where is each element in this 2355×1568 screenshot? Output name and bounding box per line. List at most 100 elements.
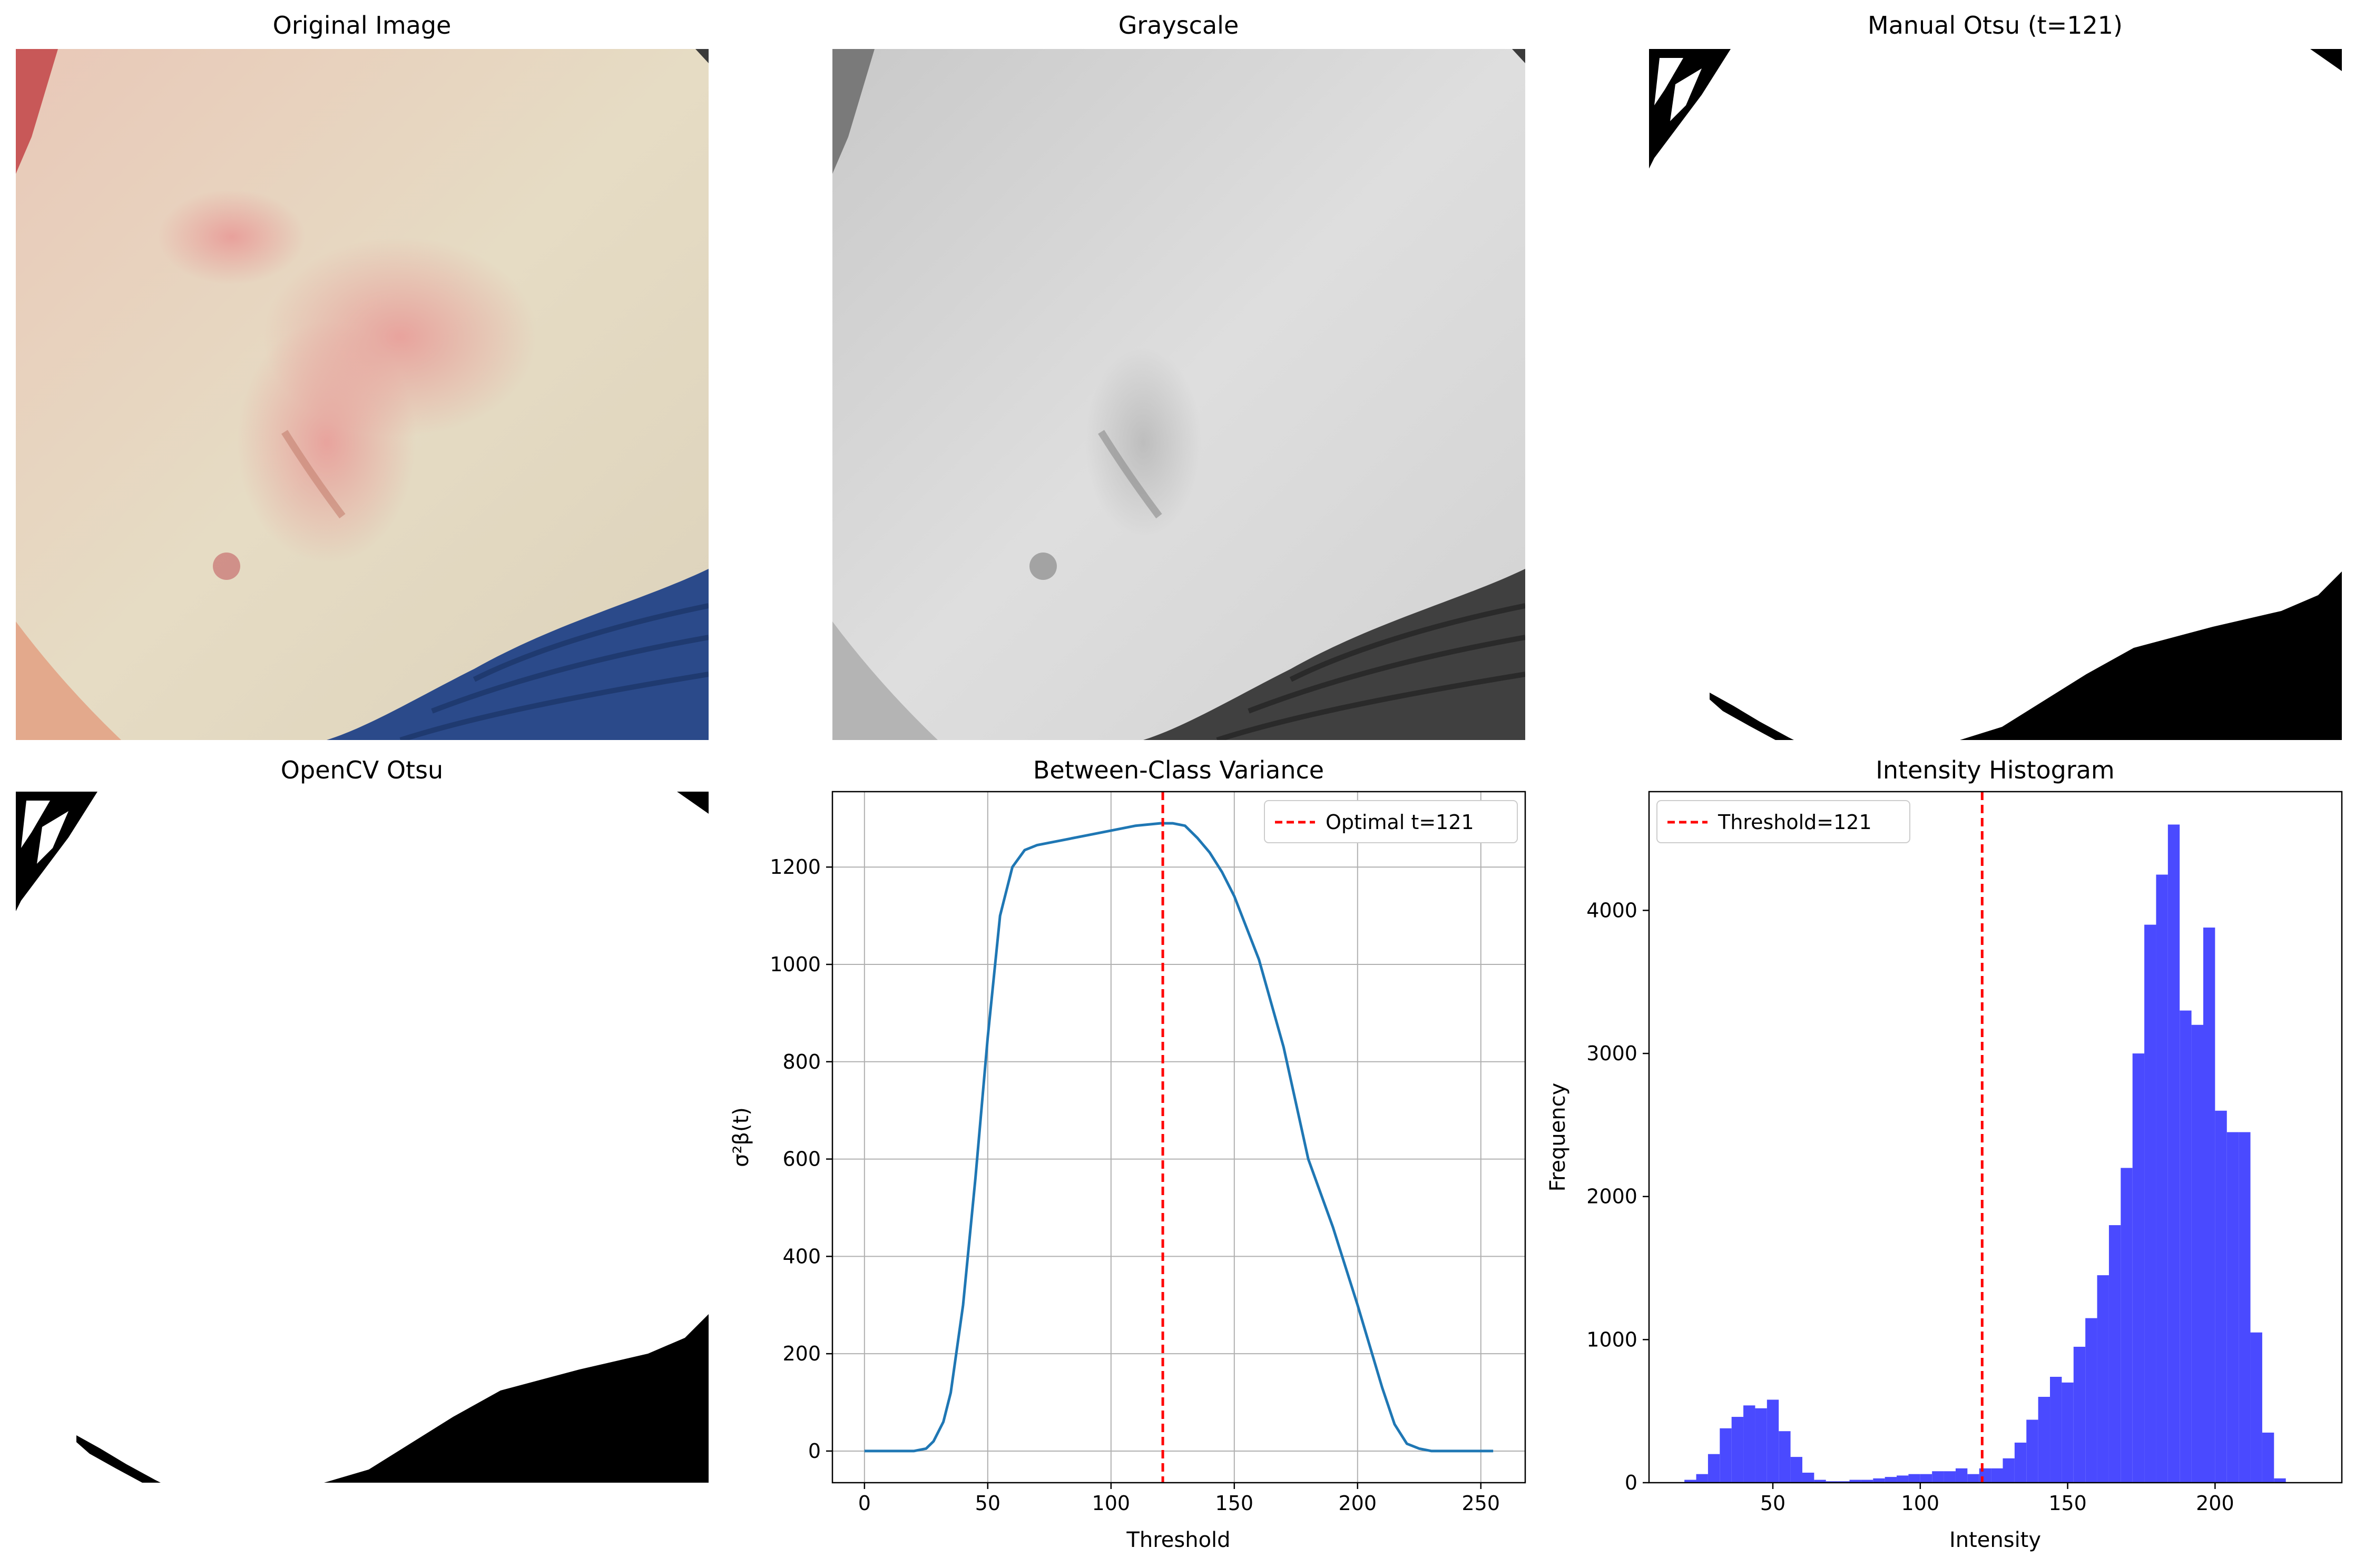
histogram-bar [2062, 1382, 2074, 1483]
manual-otsu-mask [1649, 49, 2342, 740]
variance-axes-frame [831, 791, 1526, 1484]
variance-y-tick-label: 800 [782, 1050, 821, 1073]
histogram-bar [1755, 1408, 1767, 1483]
variance-legend: Optimal t=121 [1264, 800, 1518, 843]
variance-x-tick-label: 100 [1092, 1492, 1131, 1515]
histogram-bar [2156, 874, 2168, 1483]
histogram-y-tick-label: 0 [1625, 1471, 1637, 1494]
histogram-bar [2274, 1478, 2286, 1483]
histogram-bar [2262, 1432, 2274, 1483]
histogram-bar [2097, 1275, 2109, 1483]
histogram-bar [1885, 1477, 1897, 1483]
histogram-bar [2132, 1053, 2145, 1483]
histogram-bar [2203, 928, 2215, 1483]
histogram-bar [2050, 1376, 2062, 1483]
histogram-bar [1814, 1480, 1826, 1483]
histogram-bar [1908, 1474, 1920, 1483]
histogram-x-tick-label: 200 [2196, 1492, 2234, 1515]
variance-y-axis-label: σ²β(t) [729, 1107, 753, 1167]
histogram-x-axis-label: Intensity [1949, 1528, 2041, 1552]
histogram-bar [2026, 1419, 2038, 1483]
histogram-bar [2003, 1458, 2015, 1483]
histogram-bar [1861, 1480, 1873, 1483]
histogram-bar [2191, 1024, 2203, 1483]
histogram-bar [2073, 1346, 2086, 1483]
histogram-bar [2144, 924, 2156, 1483]
histogram-bar [1802, 1472, 1814, 1483]
variance-y-tick-label: 1200 [770, 855, 821, 879]
histogram-bar [1708, 1454, 1720, 1483]
grayscale-title: Grayscale [1118, 11, 1239, 40]
histogram-x-tick-label: 100 [1901, 1492, 1940, 1515]
histogram-bar [2085, 1318, 2097, 1483]
opencv-otsu-mask [16, 792, 709, 1483]
histogram-bar [2250, 1332, 2262, 1483]
variance-y-tick-label: 200 [782, 1342, 821, 1365]
histogram-bar [2180, 1010, 2192, 1483]
histogram-bar [1731, 1417, 1744, 1483]
histogram-y-tick-label: 4000 [1586, 899, 1637, 922]
histogram-x-tick-label: 50 [1760, 1492, 1785, 1515]
histogram-bar [1955, 1468, 1968, 1483]
histogram-bar [2215, 1110, 2227, 1483]
histogram-bar [1897, 1475, 1909, 1483]
variance-series-line [864, 822, 1494, 1453]
histogram-bar [1790, 1457, 1802, 1483]
histogram-bar [1720, 1428, 1732, 1483]
histogram-bar [2038, 1397, 2050, 1483]
variance-plot-area [864, 792, 1494, 1483]
grayscale-image [832, 49, 1525, 740]
histogram-bar [2108, 1225, 2121, 1483]
histogram-bar [1838, 1481, 1850, 1483]
manual-otsu-panel: Manual Otsu (t=121) [1649, 11, 2342, 740]
histogram-bar [1696, 1474, 1708, 1483]
histogram-bar [2226, 1132, 2239, 1483]
opencv-otsu-panel: OpenCV Otsu [16, 756, 709, 1483]
variance-x-tick-label: 50 [975, 1492, 1000, 1515]
histogram-y-tick-label: 1000 [1586, 1328, 1637, 1351]
histogram-bar [2239, 1132, 2251, 1483]
variance-grid [832, 792, 1525, 1483]
variance-y-tick-label: 400 [782, 1245, 821, 1268]
histogram-y-tick-label: 2000 [1586, 1185, 1637, 1208]
histogram-bar [1967, 1474, 1979, 1483]
histogram-bar [1873, 1478, 1885, 1483]
histogram-x-tick-label: 150 [2048, 1492, 2087, 1515]
variance-x-tick-label: 200 [1339, 1492, 1377, 1515]
variance-y-tick-label: 1000 [770, 953, 821, 976]
between-class-variance-chart: Between-Class Variance 0 50 100 150 200 250 0 2… [729, 756, 1526, 1552]
histogram-y-axis-label: Frequency [1546, 1083, 1570, 1192]
histogram-legend-label: Threshold=121 [1718, 811, 1872, 834]
histogram-bar [2121, 1168, 2133, 1483]
histogram-bar [1944, 1471, 1956, 1483]
histogram-bar [1920, 1474, 1932, 1483]
original-image [16, 49, 709, 740]
opencv-otsu-title: OpenCV Otsu [281, 756, 443, 784]
histogram-bar [2167, 824, 2180, 1483]
intensity-histogram-chart: Intensity Histogram 50 100 150 200010002000… [1546, 756, 2343, 1552]
manual-otsu-title: Manual Otsu (t=121) [1868, 11, 2123, 40]
grayscale-panel: Grayscale [832, 11, 1525, 740]
variance-x-tick-label: 250 [1461, 1492, 1500, 1515]
histogram-bar [1767, 1399, 1779, 1483]
variance-y-tick-label: 0 [808, 1439, 821, 1463]
histogram-bar [1849, 1480, 1861, 1483]
variance-x-tick-label: 150 [1215, 1492, 1254, 1515]
histogram-title: Intensity Histogram [1876, 756, 2114, 784]
variance-chart-title: Between-Class Variance [1033, 756, 1324, 784]
variance-y-tick-label: 600 [782, 1148, 821, 1171]
histogram-bar [1779, 1431, 1791, 1483]
histogram-bar [2014, 1442, 2027, 1483]
original-image-panel: Original Image [16, 11, 709, 740]
variance-x-tick-label: 0 [858, 1492, 871, 1515]
variance-ticks: 0 50 100 150 200 250 0 200 400 600 800 1000 1200 [770, 855, 1500, 1515]
histogram-y-tick-label: 3000 [1586, 1042, 1637, 1065]
variance-legend-label: Optimal t=121 [1326, 811, 1474, 834]
variance-x-axis-label: Threshold [1126, 1528, 1230, 1552]
histogram-bar [1932, 1471, 1944, 1483]
histogram-bar [1743, 1405, 1755, 1483]
original-image-title: Original Image [273, 11, 452, 40]
histogram-bar [1826, 1481, 1838, 1483]
